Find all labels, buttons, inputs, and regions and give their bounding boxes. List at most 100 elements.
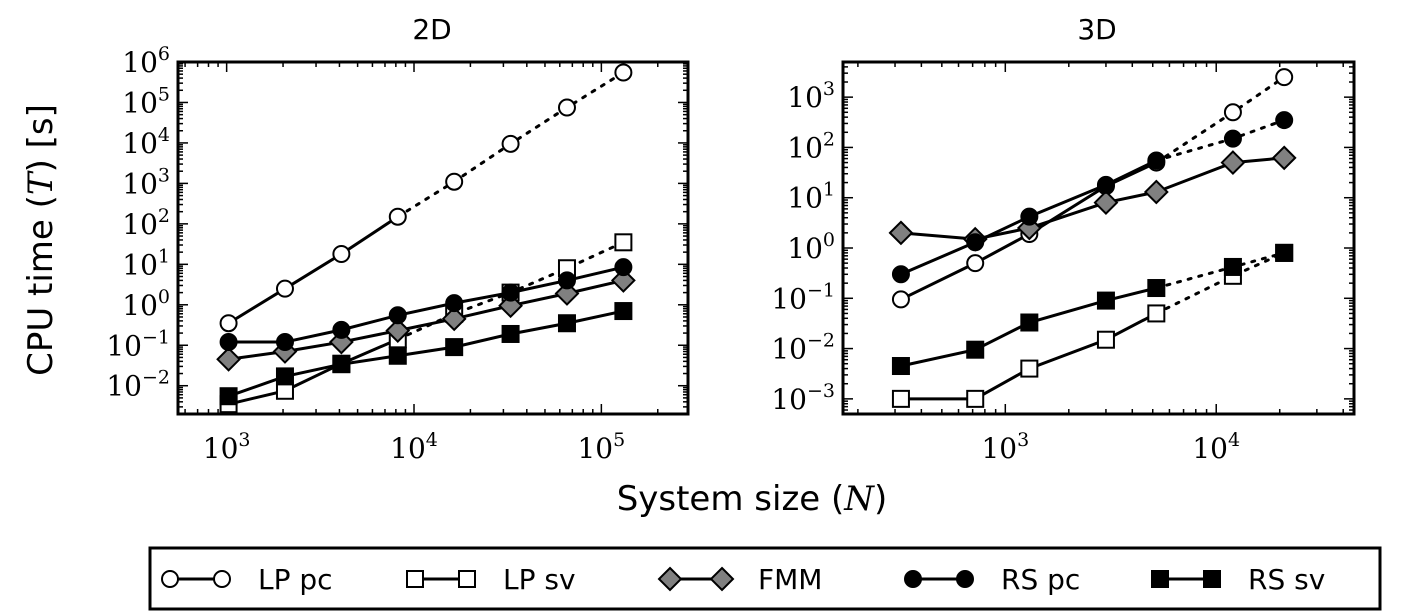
series-line-dotted-lp_sv <box>1154 251 1286 315</box>
data-point-rs_pc <box>891 265 910 284</box>
legend-marker-rs_sv <box>1151 570 1169 588</box>
series-line-rs_pc <box>228 265 624 344</box>
y-tick-label: 10−2 <box>106 367 170 403</box>
data-point-lp_pc <box>388 207 407 226</box>
y-axis-label: CPU time (T) [s] <box>21 104 61 376</box>
data-point-rs_sv <box>614 302 633 321</box>
data-point-lp_pc <box>332 244 351 263</box>
data-point-lp_sv <box>614 233 633 252</box>
data-point-fmm <box>1271 145 1297 171</box>
data-point-rs_pc <box>275 333 294 352</box>
y-tick-label: 103 <box>787 78 835 114</box>
data-point-rs_pc <box>1096 175 1115 194</box>
data-point-rs_sv <box>219 387 238 406</box>
data-point-fmm <box>888 220 914 246</box>
y-tick-label: 100 <box>122 286 170 322</box>
data-point-lp_sv <box>1096 330 1115 349</box>
series-rs_pc <box>891 111 1294 284</box>
data-point-lp_sv <box>1020 359 1039 378</box>
data-point-fmm <box>385 318 411 344</box>
series-line-lp_sv <box>228 337 399 406</box>
legend-marker-lp_sv <box>406 570 424 588</box>
data-point-lp_sv <box>1147 304 1166 323</box>
series-fmm <box>888 145 1297 252</box>
data-point-fmm <box>216 346 241 372</box>
series-line-dotted-lp_pc <box>1154 75 1286 165</box>
data-point-rs_pc <box>1147 151 1166 170</box>
y-tick-label: 100 <box>787 229 835 265</box>
data-point-lp_sv <box>966 389 985 408</box>
data-point-fmm <box>498 293 523 319</box>
y-tick-label: 102 <box>122 205 170 241</box>
legend-label: LP pc <box>258 563 333 596</box>
data-point-rs_pc <box>1223 129 1242 148</box>
y-tick-label: 105 <box>122 83 170 119</box>
legend: LP pc LP sv FMM RS pc RS sv <box>148 546 1382 611</box>
x-tick-label: 105 <box>577 429 625 465</box>
data-point-rs_pc <box>445 294 464 313</box>
legend-marker-lp_pc <box>213 570 231 588</box>
data-point-fmm <box>1143 179 1169 205</box>
legend-label: LP sv <box>503 563 576 596</box>
y-tick-label: 102 <box>787 128 835 164</box>
data-point-lp_sv <box>891 389 910 408</box>
data-point-rs_pc <box>501 283 520 302</box>
series-lp_pc <box>219 63 633 333</box>
legend-item-rs_pc: RS pc <box>904 563 1080 596</box>
y-tick-label: 104 <box>122 124 170 160</box>
data-point-rs_sv <box>1020 313 1039 332</box>
data-point-rs_sv <box>1147 279 1166 298</box>
legend-label: FMM <box>758 563 822 596</box>
plot-frame <box>176 60 690 416</box>
data-point-rs_sv <box>388 346 407 365</box>
legend-marker-lp_pc <box>161 570 179 588</box>
data-point-rs_sv <box>501 324 520 343</box>
data-point-fmm <box>610 268 636 293</box>
y-tick-label: 10−3 <box>771 380 835 416</box>
series-line-rs_sv <box>228 309 624 398</box>
panel-title-2d: 2D <box>412 13 451 46</box>
x-axis-label: System size (N) <box>617 479 888 519</box>
data-point-rs_sv <box>1275 243 1294 262</box>
legend-item-fmm: FMM <box>657 563 822 596</box>
data-point-rs_pc <box>614 258 633 277</box>
data-point-lp_pc <box>1223 103 1242 122</box>
series-rs_sv <box>219 302 633 406</box>
x-tick-label: 104 <box>1192 429 1240 465</box>
data-point-fmm <box>1220 150 1246 175</box>
panel-title-3d: 3D <box>1077 13 1116 46</box>
legend-item-lp_pc: LP pc <box>161 563 333 596</box>
data-point-lp_pc <box>891 290 910 309</box>
legend-item-rs_sv: RS sv <box>1151 563 1325 596</box>
data-point-fmm <box>1093 190 1119 216</box>
x-tick-label: 103 <box>203 429 251 465</box>
data-point-lp_pc <box>614 63 633 82</box>
data-point-lp_pc <box>219 314 238 333</box>
data-point-lp_pc <box>501 134 520 153</box>
legend-label: RS sv <box>1248 563 1325 596</box>
legend-marker-lp_sv <box>458 570 476 588</box>
y-tick-label: 106 <box>122 43 170 79</box>
legend-marker-fmm <box>657 566 683 592</box>
data-point-rs_sv <box>557 314 576 333</box>
plot-2d: 103 104 105 10−2 10−1 100 101 102 103 104 105 106 <box>106 43 690 465</box>
y-tick-label: 10−2 <box>771 330 835 366</box>
data-point-rs_sv <box>1096 291 1115 310</box>
legend-label: RS pc <box>1001 563 1080 596</box>
series-rs_pc <box>219 258 633 352</box>
data-point-rs_sv <box>1223 257 1242 276</box>
data-point-rs_pc <box>388 306 407 325</box>
plot-3d: 103 104 10−3 10−2 10−1 100 101 102 103 <box>771 60 1356 465</box>
data-point-rs_sv <box>332 355 351 374</box>
series-line-lp_pc <box>227 215 399 325</box>
data-point-fmm <box>441 306 467 332</box>
series-line-dotted-rs_pc <box>1154 118 1286 162</box>
data-point-rs_pc <box>966 233 985 252</box>
legend-marker-rs_sv <box>1203 570 1221 588</box>
legend-marker-fmm <box>709 566 735 592</box>
y-tick-label: 103 <box>122 164 170 200</box>
y-tick-label: 10−1 <box>771 279 835 315</box>
legend-marker-rs_pc <box>956 570 974 588</box>
series-line-fmm <box>900 156 1285 241</box>
